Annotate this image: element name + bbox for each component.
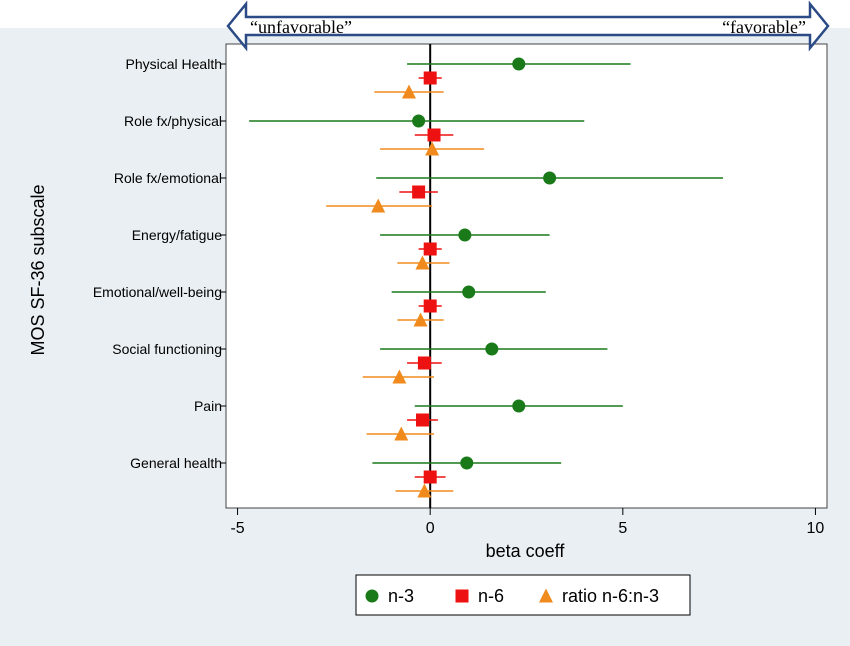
point-estimate bbox=[460, 456, 474, 470]
category-label: Energy/fatigue bbox=[132, 227, 222, 243]
point-estimate bbox=[512, 57, 526, 71]
point-estimate bbox=[394, 426, 409, 441]
point-estimate bbox=[415, 255, 430, 270]
point-estimate bbox=[512, 399, 526, 413]
category-label: Pain bbox=[194, 398, 222, 414]
point-estimate bbox=[543, 171, 557, 185]
point-estimate bbox=[412, 185, 426, 199]
category-label: Social functioning bbox=[112, 341, 222, 357]
legend-label: n-3 bbox=[388, 586, 414, 606]
point-estimate bbox=[392, 369, 407, 384]
x-axis-title: beta coeff bbox=[486, 541, 566, 561]
point-estimate bbox=[462, 285, 476, 299]
point-estimate bbox=[371, 198, 386, 213]
category-label: General health bbox=[130, 455, 222, 471]
category-label: Role fx/physical bbox=[124, 113, 222, 129]
category-label: Emotional/well-being bbox=[93, 284, 222, 300]
point-estimate bbox=[423, 470, 437, 484]
point-estimate bbox=[485, 342, 499, 356]
point-estimate bbox=[423, 242, 437, 256]
point-estimate bbox=[417, 483, 432, 498]
point-estimate bbox=[427, 128, 441, 142]
point-estimate bbox=[425, 141, 440, 156]
series-square bbox=[399, 71, 454, 484]
plot-area bbox=[225, 43, 828, 509]
point-estimate bbox=[423, 299, 437, 313]
legend-label: ratio n-6:n-3 bbox=[562, 586, 659, 606]
point-estimate bbox=[415, 413, 429, 427]
legend-marker bbox=[539, 588, 553, 603]
category-labels: Physical Health Role fx/physical Role fx/e… bbox=[93, 56, 226, 471]
point-estimate bbox=[412, 114, 426, 128]
y-axis-title: MOS SF-36 subscale bbox=[28, 184, 48, 355]
x-tick-label: 0 bbox=[426, 520, 435, 537]
x-tick-label: 5 bbox=[618, 520, 627, 537]
point-estimate bbox=[458, 228, 472, 242]
category-label: Physical Health bbox=[126, 56, 223, 72]
data-marks bbox=[249, 44, 723, 508]
legend-marker bbox=[455, 589, 469, 603]
legend-box bbox=[355, 574, 691, 616]
arrow-left-label: “unfavorable” bbox=[250, 17, 352, 37]
point-estimate bbox=[423, 71, 437, 85]
direction-arrow: “unfavorable” “favorable” bbox=[226, 0, 830, 52]
series-triangle bbox=[326, 84, 485, 498]
point-estimate bbox=[401, 84, 416, 99]
legend: n-3 n-6 ratio n-6:n-3 bbox=[355, 574, 691, 616]
x-axis-ticks: -5 0 5 10 bbox=[230, 508, 824, 537]
series-circle bbox=[249, 57, 723, 470]
arrow-right-label: “favorable” bbox=[722, 17, 806, 37]
direction-arrow-shape bbox=[226, 0, 830, 52]
category-label: Role fx/emotional bbox=[114, 170, 222, 186]
legend-marker bbox=[365, 589, 379, 603]
x-tick-label: -5 bbox=[230, 520, 244, 537]
point-estimate bbox=[417, 356, 431, 370]
x-tick-label: 10 bbox=[807, 520, 825, 537]
point-estimate bbox=[413, 312, 428, 327]
legend-label: n-6 bbox=[478, 586, 504, 606]
